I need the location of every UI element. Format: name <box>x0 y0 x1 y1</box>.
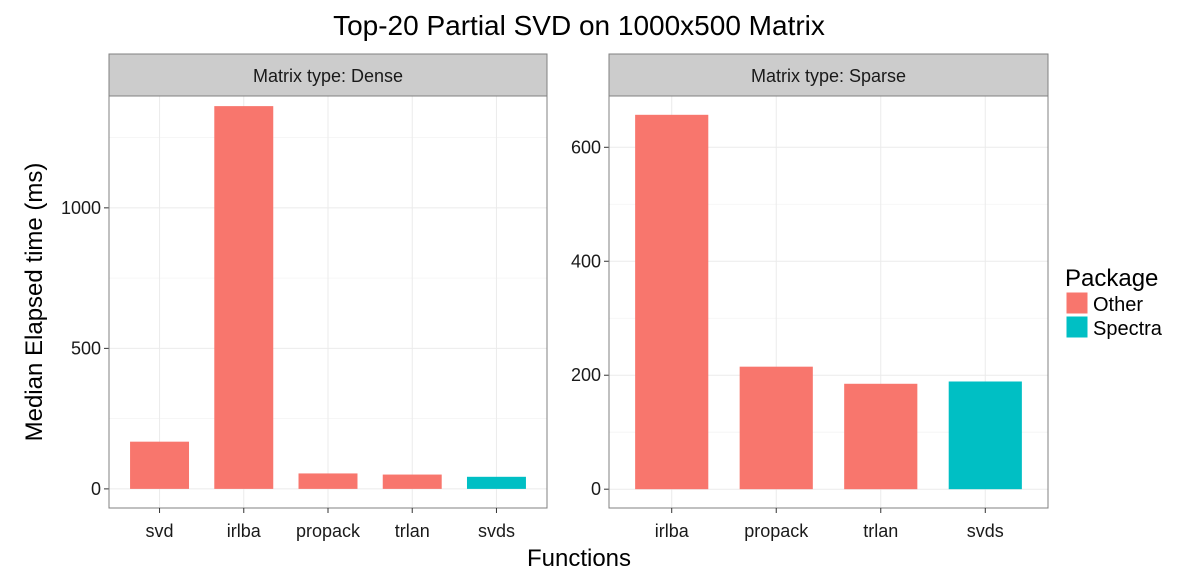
bar-trlan <box>844 383 918 490</box>
y-tick-label: 600 <box>571 137 601 157</box>
y-tick-label: 500 <box>71 338 101 358</box>
x-tick-label: trlan <box>395 521 430 541</box>
y-axis-title: Median Elapsed time (ms) <box>21 163 48 442</box>
x-tick-label: svd <box>146 521 174 541</box>
bar-irlba <box>635 114 709 490</box>
bar-propack <box>298 473 358 489</box>
x-tick-label: propack <box>744 521 809 541</box>
legend-title: Package <box>1065 265 1158 292</box>
legend: Package Other Spectra <box>1065 265 1163 340</box>
facet-strip-label: Matrix type: Sparse <box>751 66 906 86</box>
legend-swatch-spectra <box>1065 315 1089 339</box>
x-tick-label: irlba <box>227 521 262 541</box>
panel-sparse: Matrix type: Sparse 0 200 400 600 irlba propac… <box>571 53 1049 541</box>
facet-strip-label: Matrix type: Dense <box>253 66 403 86</box>
x-tick-label: svds <box>478 521 515 541</box>
y-tick-label: 200 <box>571 365 601 385</box>
y-tick-label: 0 <box>91 479 101 499</box>
y-tick-label: 1000 <box>61 198 101 218</box>
x-tick-label: propack <box>296 521 361 541</box>
legend-label-other: Other <box>1093 294 1143 316</box>
legend-swatch-other <box>1065 291 1089 315</box>
bar-svds <box>466 476 526 489</box>
facet-strip <box>108 53 548 97</box>
x-tick-label: irlba <box>655 521 690 541</box>
y-tick-label: 0 <box>591 479 601 499</box>
x-axis-title: Functions <box>527 545 631 572</box>
bar-svds <box>948 381 1022 490</box>
chart-title: Top-20 Partial SVD on 1000x500 Matrix <box>333 10 825 41</box>
panel-border <box>608 95 1049 509</box>
bar-irlba <box>214 106 274 489</box>
x-tick-label: trlan <box>863 521 898 541</box>
x-tick-label: svds <box>967 521 1004 541</box>
bar-svd <box>130 441 190 489</box>
facet-strip <box>608 53 1049 97</box>
panel-dense: Matrix type: Dense 0 500 1000 svd irlba propac… <box>61 53 548 541</box>
legend-label-spectra: Spectra <box>1093 318 1163 340</box>
bar-propack <box>739 366 813 490</box>
bar-trlan <box>382 474 442 489</box>
y-tick-label: 400 <box>571 251 601 271</box>
